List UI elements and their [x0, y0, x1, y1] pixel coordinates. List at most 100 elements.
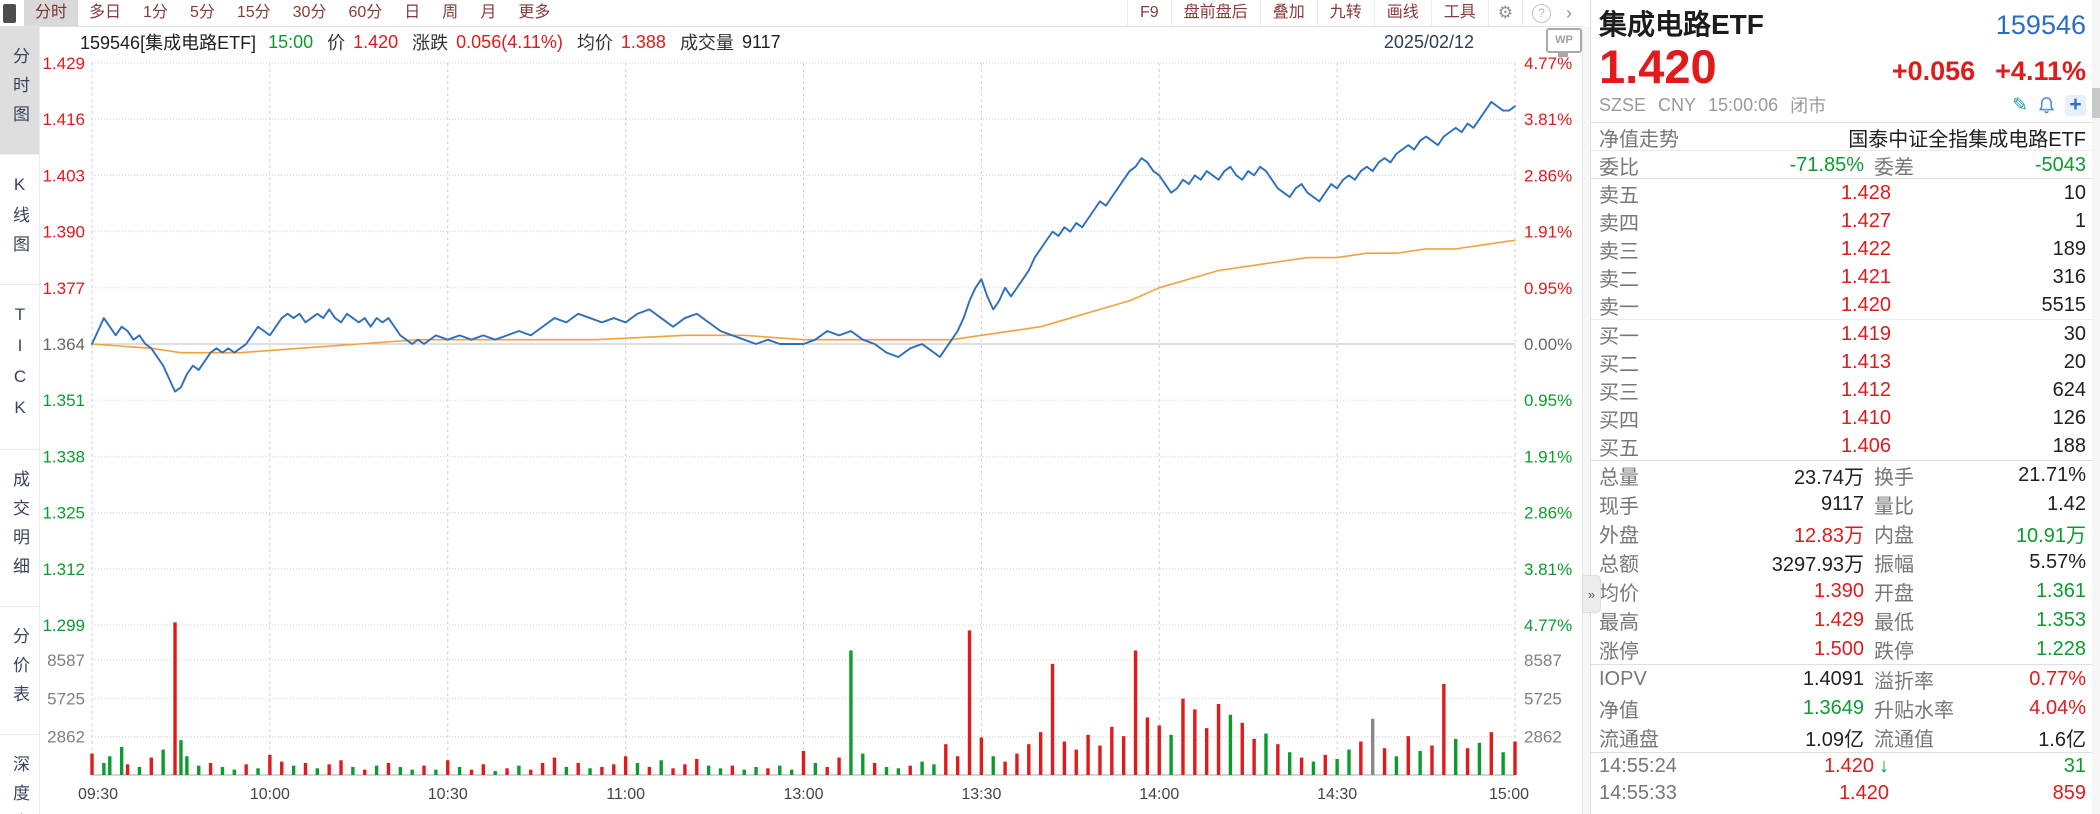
toolbar-f9-button[interactable]: F9: [1127, 0, 1171, 26]
toolbar-expand-chevron-icon[interactable]: ›: [1566, 2, 1572, 23]
stat-label: 总量: [1599, 467, 1639, 489]
toolbar-tools-button[interactable]: 工具: [1430, 0, 1488, 26]
svg-text:1.91%: 1.91%: [1524, 447, 1572, 466]
ask-label: 卖二: [1599, 269, 1639, 291]
panel-collapse-handle[interactable]: »: [1582, 575, 1601, 613]
chart-status-line: 159546[集成电路ETF] 15:00 价 1.420 涨跌 0.056(4…: [40, 27, 1582, 57]
stat-label: 振幅: [1874, 554, 1914, 576]
quote-time: 15:00:06: [1708, 94, 1779, 115]
bid-price: 1.419: [1840, 323, 1891, 345]
tab-day[interactable]: 日: [404, 4, 421, 21]
market-status: 闭市: [1790, 96, 1827, 116]
stat-value: 12.83万: [1793, 525, 1864, 547]
sidebar-item-kline-chart[interactable]: K线图: [0, 155, 39, 285]
sidebar-item-intraday-chart[interactable]: 分时图: [0, 27, 39, 155]
stat-value: 1.6亿: [2038, 729, 2086, 751]
sidebar-item-label: K线图: [10, 175, 29, 264]
tick-price: 1.420: [1838, 782, 1889, 804]
tab-more[interactable]: 更多: [518, 4, 551, 21]
tick-volume: 859: [2052, 782, 2086, 804]
panel-scrollbar-thumb[interactable]: [2092, 88, 2100, 118]
svg-text:1.429: 1.429: [42, 54, 85, 73]
bid-volume: 624: [2052, 379, 2086, 401]
svg-text:1.416: 1.416: [42, 110, 85, 129]
stat-value: 21.71%: [2018, 464, 2086, 486]
ask-row-3: 卖三 1.422 189: [1591, 235, 2100, 263]
bid-row-4: 买四 1.410 126: [1591, 404, 2100, 432]
bid-volume: 188: [2052, 435, 2086, 457]
tab-month[interactable]: 月: [480, 4, 497, 21]
stat-value: 23.74万: [1793, 467, 1864, 489]
stat-value: 9117: [1820, 493, 1864, 515]
ask-volume: 5515: [2041, 294, 2087, 316]
stat-row: 涨停 1.500 跌停 1.228: [1591, 635, 2100, 664]
nav-trend-row: 净值走势 国泰中证全指集成电路ETF: [1591, 123, 2100, 151]
stat-value: 1.500: [1813, 638, 1864, 660]
bid-price: 1.412: [1840, 379, 1891, 401]
stat-row: 总额 3297.93万 振幅 5.57%: [1591, 548, 2100, 577]
toolbar-draw-line-button[interactable]: 画线: [1373, 0, 1431, 26]
svg-text:10:30: 10:30: [428, 786, 468, 803]
bid-levels: 买一 1.419 30 买二 1.413 20 买三 1.412 624 买四 1.410 12…: [1591, 320, 2100, 461]
ask-label: 卖三: [1599, 241, 1639, 263]
svg-text:1.325: 1.325: [42, 504, 85, 523]
stat-label: 总额: [1599, 554, 1639, 576]
tick-row: 14:55:33 1.420 859: [1591, 780, 2100, 807]
stat-value: 10.91万: [2015, 525, 2086, 547]
tab-1min[interactable]: 1分: [143, 4, 168, 21]
ask-label: 卖一: [1599, 297, 1639, 319]
tab-week[interactable]: 周: [442, 4, 459, 21]
sidebar-item-depth-data[interactable]: 深度资料: [0, 735, 39, 814]
stat-label: 内盘: [1874, 525, 1914, 547]
svg-text:1.312: 1.312: [42, 560, 85, 579]
svg-text:2862: 2862: [1524, 728, 1562, 747]
svg-text:4.77%: 4.77%: [1524, 616, 1572, 635]
svg-text:2.86%: 2.86%: [1524, 166, 1572, 185]
svg-text:1.91%: 1.91%: [1524, 223, 1572, 242]
sidebar-item-price-table[interactable]: 分价表: [0, 607, 39, 735]
help-icon[interactable]: ?: [1522, 0, 1560, 26]
sidebar-item-trade-detail[interactable]: 成交明细: [0, 450, 39, 607]
tab-30min[interactable]: 30分: [292, 4, 327, 21]
bid-volume: 126: [2052, 407, 2086, 429]
settings-gear-icon[interactable]: ⚙: [1487, 0, 1522, 26]
sidebar-item-label: 深度资料: [10, 755, 29, 814]
toolbar-pre-post-market-button[interactable]: 盘前盘后: [1170, 0, 1260, 26]
bid-label: 买三: [1599, 382, 1639, 404]
left-sidebar: 分时图 K线图 TICK 成交明细 分价表 深度资料 超级: [0, 27, 40, 814]
bid-row-5: 买五 1.406 188: [1591, 432, 2100, 460]
svg-text:13:30: 13:30: [961, 786, 1001, 803]
edit-pencil-icon[interactable]: ✎: [2012, 94, 2028, 116]
chart-period-tabbar: 分时 多日 1分 5分 15分 30分 60分 日 周 月 更多 F9 盘前盘后…: [0, 0, 1582, 27]
svg-text:2862: 2862: [47, 728, 85, 747]
status-price-label: 价: [327, 33, 346, 53]
tab-60min[interactable]: 60分: [348, 4, 383, 21]
status-price-value: 1.420: [353, 31, 399, 52]
stat-row: 净值 1.3649 升贴水率 4.04%: [1591, 694, 2100, 723]
sidebar-item-tick[interactable]: TICK: [0, 285, 39, 450]
wp-monitor-icon[interactable]: WP: [1546, 27, 1582, 57]
stat-value: 5.57%: [2029, 551, 2086, 573]
stat-value: 1.09亿: [1805, 729, 1864, 751]
panel-scrollbar-track[interactable]: [2092, 0, 2100, 814]
tab-duori[interactable]: 多日: [89, 4, 122, 21]
svg-text:10:00: 10:00: [250, 786, 290, 803]
quote-header-row1: 集成电路ETF 159546: [1591, 0, 2100, 43]
tab-15min[interactable]: 15分: [236, 4, 271, 21]
status-change-label: 涨跌: [412, 33, 449, 53]
intraday-chart[interactable]: 1.429 4.77% 1.416 3.81% 1.403 2.86% 1.390 1.91%…: [40, 27, 1582, 814]
stat-row: 最高 1.429 最低 1.353: [1591, 606, 2100, 635]
alert-bell-icon[interactable]: [2037, 96, 2056, 115]
bid-label: 买五: [1599, 438, 1639, 460]
stat-value: 1.4091: [1802, 668, 1864, 690]
stat-label: 均价: [1599, 583, 1639, 605]
toolbar-overlay-button[interactable]: 叠加: [1259, 0, 1317, 26]
weibi-row: 委比 -71.85% 委差 -5043: [1591, 151, 2100, 179]
tab-fenshi[interactable]: 分时: [24, 0, 79, 26]
toolbar-nine-turn-button[interactable]: 九转: [1316, 0, 1374, 26]
ask-price: 1.427: [1840, 210, 1891, 232]
tab-5min[interactable]: 5分: [189, 4, 215, 21]
app-icon: [3, 3, 16, 23]
add-to-watchlist-icon[interactable]: +: [2065, 94, 2086, 116]
bid-label: 买一: [1599, 326, 1639, 348]
